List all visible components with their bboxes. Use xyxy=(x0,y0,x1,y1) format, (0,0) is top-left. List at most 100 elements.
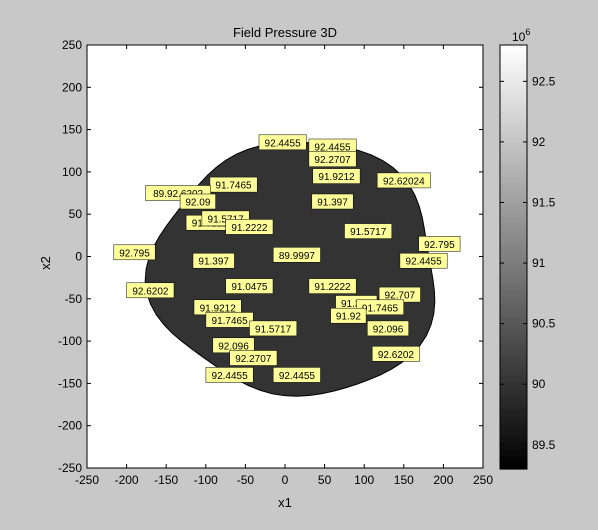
contour-label-text: 92.795 xyxy=(424,240,455,251)
y-tick-label: -200 xyxy=(58,419,82,433)
contour-label: 92.2707 xyxy=(308,151,357,167)
y-tick-label: 0 xyxy=(75,250,82,264)
x-tick-label: 150 xyxy=(394,473,414,487)
colorbar-strip xyxy=(500,237,527,245)
colorbar-strip xyxy=(500,177,527,185)
contour-label-box xyxy=(367,320,409,337)
contour-label-text: 91.397 xyxy=(317,198,348,209)
colorbar-strip xyxy=(500,336,527,344)
colorbar-strip xyxy=(500,296,527,304)
contour-label: 91.5717 xyxy=(344,223,393,239)
x-tick-label: 0 xyxy=(282,473,289,487)
x-axis-label: x1 xyxy=(278,495,292,510)
x-tick-label: 250 xyxy=(473,473,493,487)
colorbar-strip xyxy=(500,45,527,53)
colorbar-strip xyxy=(500,369,527,377)
contour-label: 91.397 xyxy=(311,193,354,210)
contour-label-text: 92.2707 xyxy=(235,354,272,365)
contour-label: 91.5717 xyxy=(249,320,298,337)
contour-label: 91.7465 xyxy=(205,312,254,328)
colorbar-strip xyxy=(500,98,527,106)
colorbar-strip xyxy=(500,157,527,165)
contour-label-text: 92.4455 xyxy=(279,371,316,382)
colorbar-strip xyxy=(500,230,527,238)
contour-label: 89.9997 xyxy=(272,247,321,263)
contour-label-box xyxy=(229,350,278,366)
y-tick-label: 250 xyxy=(62,38,82,52)
y-tick-label: 100 xyxy=(62,165,82,179)
colorbar-strip xyxy=(500,422,527,430)
colorbar-strip xyxy=(500,276,527,285)
contour-label: 91.9212 xyxy=(312,168,361,184)
colorbar-strip xyxy=(500,389,527,397)
colorbar-strip xyxy=(500,184,527,192)
chart-title: Field Pressure 3D xyxy=(233,25,337,40)
colorbar-strip xyxy=(500,462,527,470)
contour-label-box xyxy=(205,367,254,383)
contour-label-box xyxy=(192,252,235,269)
contour-label-text: 91.7465 xyxy=(212,316,249,327)
colorbar-strip xyxy=(500,449,527,457)
colorbar-strip xyxy=(500,91,527,99)
colorbar-multiplier-base: 10 xyxy=(512,30,526,44)
colorbar-strip xyxy=(500,409,527,417)
colorbar-tick-label: 89.5 xyxy=(532,438,556,452)
contour-label-text: 92.707 xyxy=(385,291,416,302)
contour-label: 92.096 xyxy=(367,320,409,337)
contour-label-text: 91.0475 xyxy=(231,282,268,293)
contour-label-box xyxy=(312,168,361,184)
contour-label: 92.795 xyxy=(113,244,156,261)
y-tick-label: -50 xyxy=(65,292,83,306)
contour-label-box xyxy=(399,252,448,269)
contour-label-text: 92.6202 xyxy=(132,286,169,297)
colorbar-strip xyxy=(500,137,527,145)
contour-level-15 xyxy=(144,141,436,397)
y-axis-label: x2 xyxy=(38,256,53,270)
colorbar-strip xyxy=(500,283,527,291)
colorbar-strip xyxy=(500,190,527,198)
contour-label-box xyxy=(371,346,420,362)
colorbar-strip xyxy=(500,329,527,338)
y-tick-label: 50 xyxy=(69,207,83,221)
contour-label-text: 92.4455 xyxy=(314,143,351,154)
contour-label: 92.2707 xyxy=(229,350,278,366)
colorbar-gradient xyxy=(500,45,527,470)
contour-label: 92.6202 xyxy=(371,346,420,362)
contour-label-text: 92.2707 xyxy=(314,155,351,166)
colorbar-strip xyxy=(500,217,527,225)
colorbar-multiplier: 106 xyxy=(512,27,530,44)
colorbar-tick-label: 90 xyxy=(532,377,546,391)
x-tick-label: 50 xyxy=(318,473,332,487)
colorbar-strip xyxy=(500,435,527,444)
colorbar: 89.5 90 90.5 91 91.5 92 92.5 106 xyxy=(499,27,556,470)
contour-label-text: 92.4455 xyxy=(212,371,249,382)
colorbar-tick-label: 91 xyxy=(532,256,546,270)
colorbar-strip xyxy=(500,58,527,66)
contour-label-box xyxy=(376,172,431,189)
colorbar-strip xyxy=(500,303,527,311)
contour-label-text: 91.7465 xyxy=(362,303,399,314)
contour-label: 92.6202 xyxy=(126,282,175,299)
colorbar-multiplier-exponent: 6 xyxy=(525,27,530,37)
y-tick-label: 150 xyxy=(62,123,82,137)
contour-label: 92.4455 xyxy=(205,367,254,383)
contour-label-text: 92.6202 xyxy=(378,350,415,361)
colorbar-strip xyxy=(500,144,527,152)
contour-label: 91.397 xyxy=(192,252,235,269)
colorbar-strip xyxy=(500,51,527,59)
colorbar-strip xyxy=(500,131,527,139)
x-tick-label: -50 xyxy=(237,473,255,487)
colorbar-strip xyxy=(500,310,527,318)
colorbar-strip xyxy=(500,402,527,410)
contour-label-box xyxy=(209,176,258,193)
contour-label-box xyxy=(225,219,274,235)
colorbar-strip xyxy=(500,204,527,212)
colorbar-strip xyxy=(500,376,527,384)
contour-label: 92.62024 xyxy=(376,172,431,189)
contour-label: 92.4455 xyxy=(399,252,448,269)
contour-label-text: 92.795 xyxy=(119,248,150,259)
colorbar-tick-label: 91.5 xyxy=(532,195,556,209)
contour-label-text: 91.92 xyxy=(336,312,361,323)
contour-label-box xyxy=(179,193,216,210)
y-tick-label: -250 xyxy=(58,461,82,475)
